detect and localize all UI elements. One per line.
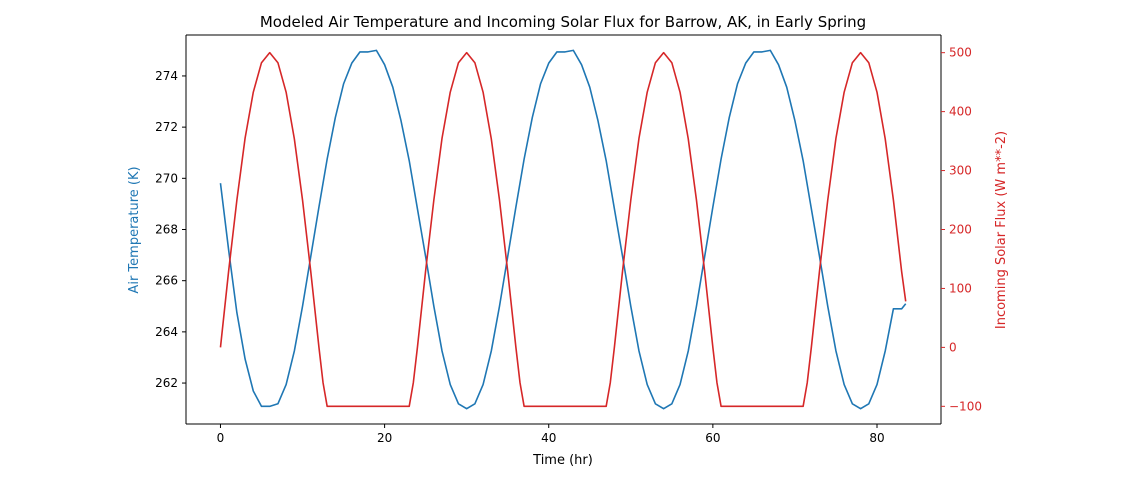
x-tick-label: 40 bbox=[541, 431, 556, 445]
chart-title: Modeled Air Temperature and Incoming Sol… bbox=[260, 13, 866, 31]
series-line-air-temperature bbox=[219, 49, 907, 410]
y-right-tick-label: 0 bbox=[949, 340, 957, 354]
y-right-tick-label: −100 bbox=[949, 399, 982, 413]
y-axis-left-label: Air Temperature (K) bbox=[127, 166, 142, 293]
y-right-tick-label: 300 bbox=[949, 164, 972, 178]
series-line-solar-flux bbox=[219, 51, 907, 408]
y-right-tick-label: 500 bbox=[949, 46, 972, 60]
x-tick-label: 0 bbox=[217, 431, 225, 445]
plot-area: 0 20 40 60 80 262 264 266 268 270 272 274 −100 0 100 20… bbox=[155, 34, 982, 445]
y-right-tick-label: 100 bbox=[949, 281, 972, 295]
y-left-tick-label: 266 bbox=[155, 274, 178, 288]
y-left-tick-label: 264 bbox=[155, 325, 178, 339]
y-right-tick-label: 400 bbox=[949, 105, 972, 119]
y-left-tick-label: 272 bbox=[155, 120, 178, 134]
y-right-tick-label: 200 bbox=[949, 223, 972, 237]
x-axis-label: Time (hr) bbox=[532, 453, 593, 468]
x-tick-label: 80 bbox=[869, 431, 884, 445]
y-left-tick-label: 268 bbox=[155, 223, 178, 237]
x-tick-label: 20 bbox=[377, 431, 392, 445]
y-left-tick-label: 274 bbox=[155, 69, 178, 83]
y-left-tick-label: 270 bbox=[155, 171, 178, 185]
y-axis-right-label: Incoming Solar Flux (W m**-2) bbox=[994, 131, 1009, 329]
y-left-tick-label: 262 bbox=[155, 376, 178, 390]
x-tick-label: 60 bbox=[705, 431, 720, 445]
